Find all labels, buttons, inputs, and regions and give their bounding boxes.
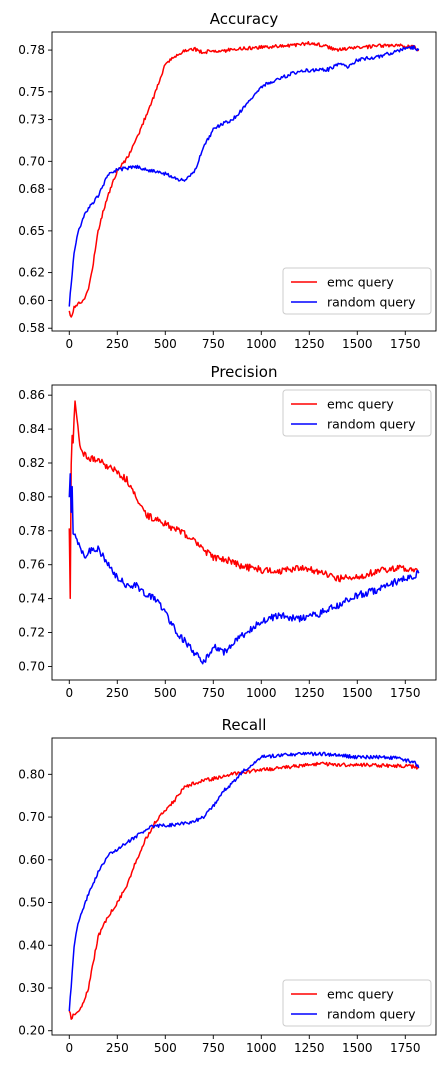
y-tick-label: 0.20 (18, 1024, 45, 1038)
x-tick-label: 750 (202, 337, 225, 351)
x-tick-label: 1250 (294, 686, 325, 700)
legend-box (282, 267, 432, 315)
legend-label: emc query (327, 275, 394, 290)
series-line-emc-query (68, 761, 419, 1020)
chart-recall: Recall 0 250 500 750 1000 1250 1500 1750 0.20 0.30… (18, 716, 437, 1055)
x-tick-label: 500 (154, 1041, 177, 1055)
y-tick-label: 0.84 (18, 422, 45, 436)
legend: emc query random query (282, 389, 432, 437)
x-tick-label: 1750 (390, 337, 421, 351)
chart-title: Accuracy (210, 10, 279, 28)
y-tick-label: 0.78 (18, 524, 45, 538)
y-tick-label: 0.80 (18, 490, 45, 504)
y-tick-label: 0.70 (18, 659, 45, 673)
x-tick-label: 250 (106, 337, 129, 351)
x-tick-label: 750 (202, 686, 225, 700)
x-tick-label: 1250 (294, 337, 325, 351)
chart-precision: Precision 0 250 500 750 1000 1250 1500 1750 0.70 0… (18, 363, 437, 700)
x-tick-label: 1000 (246, 686, 277, 700)
axes-frame (51, 737, 437, 1036)
series-line-emc-query (68, 400, 420, 600)
y-tick-label: 0.73 (18, 113, 45, 127)
y-tick-label: 0.72 (18, 626, 45, 640)
axes-frame (51, 31, 437, 332)
y-tick-label: 0.70 (18, 810, 45, 824)
y-tick-label: 0.30 (18, 981, 45, 995)
legend-label: random query (327, 1007, 416, 1022)
x-tick-label: 0 (65, 686, 73, 700)
x-tick-label: 1500 (342, 337, 373, 351)
legend-label: emc query (327, 987, 394, 1002)
y-tick-label: 0.68 (18, 182, 45, 196)
y-tick-label: 0.65 (18, 224, 45, 238)
x-tick-label: 250 (106, 686, 129, 700)
y-tick-label: 0.80 (18, 767, 45, 781)
x-tick-label: 500 (154, 686, 177, 700)
legend: emc query random query (282, 979, 432, 1027)
x-tick-label: 1750 (390, 686, 421, 700)
y-tick-label: 0.60 (18, 293, 45, 307)
x-tick-label: 0 (65, 1041, 73, 1055)
y-tick-label: 0.86 (18, 388, 45, 402)
y-tick-label: 0.76 (18, 558, 45, 572)
series-line-emc-query (68, 40, 420, 318)
x-tick-label: 1250 (294, 1041, 325, 1055)
series-line-random-query (68, 751, 420, 1012)
y-tick-label: 0.58 (18, 321, 45, 335)
series-line-random-query (68, 473, 420, 665)
y-tick-label: 0.62 (18, 266, 45, 280)
y-tick-label: 0.78 (18, 43, 45, 57)
legend-label: emc query (327, 397, 394, 412)
x-tick-label: 750 (202, 1041, 225, 1055)
y-tick-label: 0.70 (18, 154, 45, 168)
y-tick-label: 0.40 (18, 938, 45, 952)
y-tick-label: 0.50 (18, 896, 45, 910)
chart-title: Recall (222, 716, 267, 734)
x-tick-label: 1750 (390, 1041, 421, 1055)
x-tick-label: 1500 (342, 686, 373, 700)
legend: emc query random query (282, 267, 432, 315)
chart-accuracy: Accuracy 0 250 500 750 1000 1250 1500 1750 0.58 0.… (18, 10, 437, 351)
x-tick-label: 1500 (342, 1041, 373, 1055)
x-tick-label: 0 (65, 337, 73, 351)
chart-title: Precision (211, 363, 278, 381)
y-tick-label: 0.82 (18, 456, 45, 470)
x-tick-label: 500 (154, 337, 177, 351)
x-tick-label: 1000 (246, 1041, 277, 1055)
legend-label: random query (327, 417, 416, 432)
y-tick-label: 0.74 (18, 592, 45, 606)
y-tick-label: 0.75 (18, 85, 45, 99)
legend-box (282, 979, 432, 1027)
legend-label: random query (327, 295, 416, 310)
x-tick-label: 250 (106, 1041, 129, 1055)
legend-box (282, 389, 432, 437)
x-tick-label: 1000 (246, 337, 277, 351)
series-line-random-query (68, 44, 420, 307)
axes-frame (51, 384, 437, 681)
y-tick-label: 0.60 (18, 853, 45, 867)
